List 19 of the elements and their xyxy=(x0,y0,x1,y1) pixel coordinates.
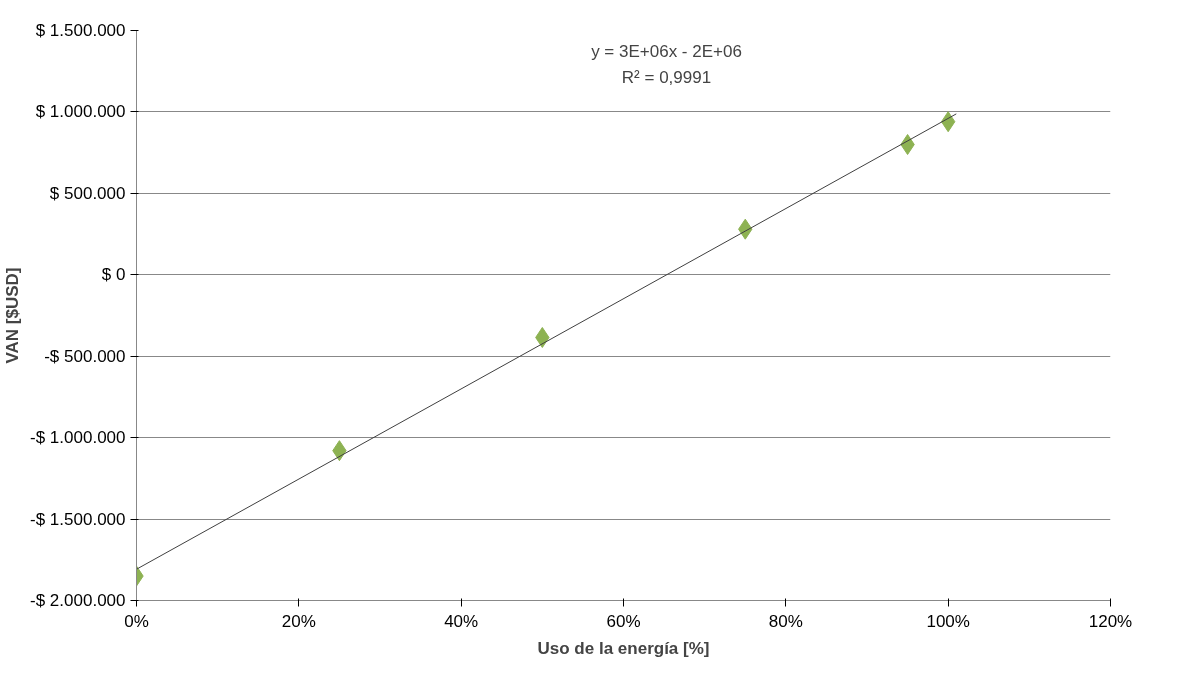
x-axis-title: Uso de la energía [%] xyxy=(537,638,710,658)
x-tick-label: 100% xyxy=(926,611,970,631)
y-tick-label: -$ 2.000.000 xyxy=(30,591,126,610)
y-tick-label: $ 1.000.000 xyxy=(35,102,126,122)
y-axis-title: VAN [$USD] xyxy=(3,267,23,364)
y-tick-label: -$ 1.000.000 xyxy=(30,428,126,448)
annotation: y = 3E+06x - 2E+06 xyxy=(591,41,742,61)
x-tick-label: 40% xyxy=(444,611,479,631)
x-tick-label: 120% xyxy=(1088,611,1133,631)
y-tick-label: $ 500.000 xyxy=(49,183,126,203)
x-tick-label: 0% xyxy=(124,611,149,631)
annotation: R² = 0,9991 xyxy=(621,67,712,87)
y-tick-label: $ 0 xyxy=(101,265,126,285)
x-tick-label: 80% xyxy=(768,611,803,631)
y-tick-label: -$ 1.500.000 xyxy=(30,509,126,529)
x-tick-label: 20% xyxy=(281,611,316,631)
y-tick-label: -$ 500.000 xyxy=(44,346,126,366)
x-tick-label: 60% xyxy=(606,611,641,631)
y-tick-label: $ 1.500.000 xyxy=(35,21,126,40)
